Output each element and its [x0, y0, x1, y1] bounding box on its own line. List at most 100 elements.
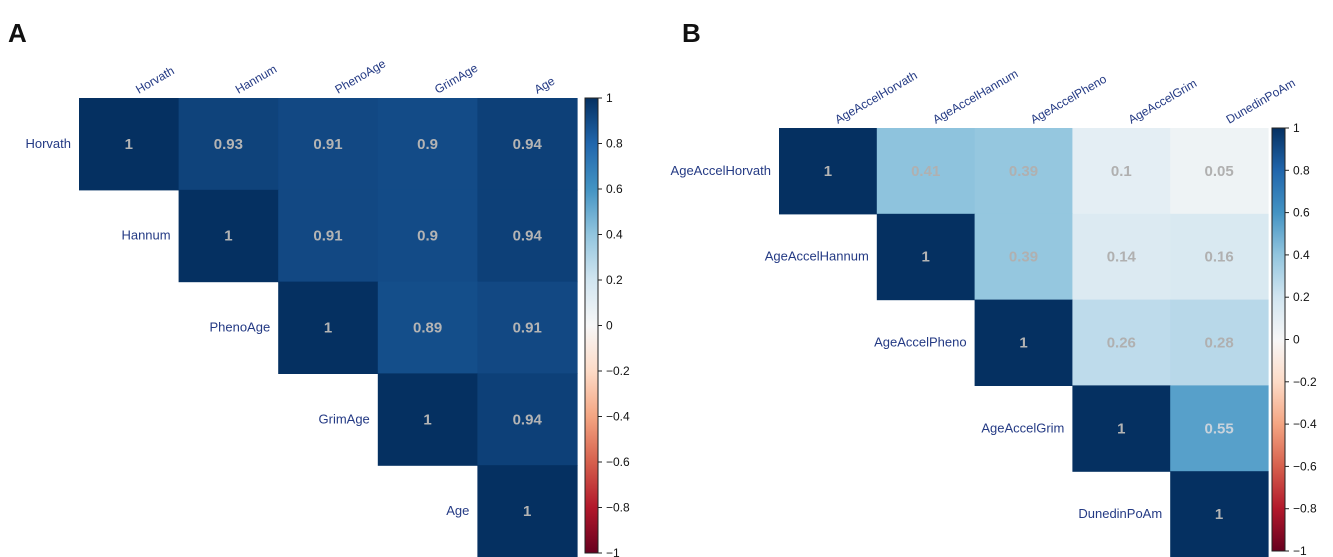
colorbar-tick-label: −0.2 [606, 364, 630, 378]
heatmap-cell [1072, 213, 1171, 301]
panel-a: A 1 0.93 0.91 0.9 0.94 1 0.91 0.9 0.94 1 0.89 0.91 1 0… [8, 18, 630, 557]
row-label: Age [446, 503, 469, 518]
cell-value-label: 0.94 [513, 411, 543, 428]
heatmap-cell [1170, 128, 1269, 215]
heatmap-cell [477, 189, 578, 283]
heatmap-cell [1170, 213, 1269, 301]
colorbar-tick-label: 0 [606, 319, 613, 333]
cell-value-label: 0.39 [1009, 163, 1038, 180]
cell-value-label: 1 [224, 228, 232, 245]
row-label: PhenoAge [209, 320, 270, 335]
colorbar-tick-label: −1 [1293, 544, 1307, 557]
cell-value-label: 0.94 [513, 136, 543, 153]
cell-value-label: 0.9 [417, 228, 438, 245]
cell-value-label: 0.91 [313, 136, 342, 153]
heatmap-cell [178, 189, 279, 283]
colorbar-tick-label: 0.8 [606, 137, 623, 151]
heatmap-cell [278, 98, 379, 191]
heatmap-cell [779, 128, 878, 215]
cell-value-label: 0.91 [513, 320, 542, 337]
cell-value-label: 0.55 [1204, 420, 1233, 437]
colorbar-tick-label: −0.2 [1293, 375, 1317, 389]
heatmap-cell [477, 281, 578, 374]
row-label: Horvath [25, 136, 71, 151]
cell-value-label: 0.14 [1107, 249, 1137, 266]
colorbar-tick-label: −0.6 [606, 455, 630, 469]
colorbar-tick-label: 0.4 [1293, 248, 1310, 262]
row-label: Hannum [121, 228, 170, 243]
cell-value-label: 1 [125, 136, 133, 153]
cell-value-label: 0.26 [1107, 335, 1136, 352]
colorbar-tick-label: −1 [606, 546, 620, 557]
colorbar-tick-label: 0.4 [606, 228, 623, 242]
cell-value-label: 0.91 [313, 228, 342, 245]
cell-value-label: 1 [324, 320, 332, 337]
heatmap-cell [974, 299, 1073, 386]
colorbar-tick-label: 0.6 [1293, 206, 1310, 220]
colorbar-tick-label: 1 [1293, 121, 1300, 135]
heatmap-cell [1170, 471, 1269, 557]
cell-value-label: 1 [423, 411, 431, 428]
panel-b: B1 0.41 0.39 0.1 0.051 0.39 0.14 0.161 0.26 0.281… [671, 18, 1317, 557]
cell-value-label: 1 [1117, 420, 1125, 437]
row-label: GrimAge [319, 411, 370, 426]
heatmap-cell [377, 281, 478, 374]
column-label: Horvath [133, 63, 176, 96]
cell-value-label: 0.94 [513, 228, 543, 245]
colorbar-tick-label: 1 [606, 91, 613, 105]
row-label: AgeAccelGrim [981, 420, 1064, 435]
heatmap-cell [79, 98, 180, 191]
heatmap-cell [1072, 299, 1171, 386]
cell-value-label: 0.1 [1111, 163, 1132, 180]
row-label: AgeAccelHorvath [671, 163, 771, 178]
colorbar [1271, 127, 1286, 552]
heatmap-cell [377, 189, 478, 283]
cell-value-label: 0.89 [413, 320, 442, 337]
heatmap-cell [477, 373, 578, 466]
cell-value-label: 1 [824, 163, 832, 180]
cell-value-label: 0.41 [911, 163, 940, 180]
row-label: AgeAccelPheno [874, 335, 967, 350]
row-label: AgeAccelHannum [765, 249, 869, 264]
colorbar-tick-label: 0.2 [606, 273, 623, 287]
heatmap-cell [477, 465, 578, 557]
heatmap-cell [974, 128, 1073, 215]
heatmap-cell [1170, 385, 1269, 472]
row-label: DunedinPoAm [1078, 506, 1162, 521]
heatmap-cell [477, 98, 578, 191]
cell-value-label: 0.28 [1204, 335, 1233, 352]
column-label: AgeAccelGrim [1126, 76, 1199, 126]
heatmap-cell [377, 373, 478, 466]
colorbar-tick-label: −0.4 [1293, 417, 1317, 431]
column-label: AgeAccelHorvath [832, 68, 919, 126]
colorbar-tick-label: −0.8 [606, 501, 630, 515]
panel-label: A [8, 18, 27, 48]
heatmap-cell [876, 213, 976, 301]
heatmap-cell [278, 281, 379, 374]
cell-value-label: 0.39 [1009, 249, 1038, 266]
heatmap-cell [178, 98, 279, 191]
heatmap-cell [974, 213, 1073, 301]
column-label: GrimAge [432, 61, 480, 97]
cell-value-label: 1 [1019, 335, 1027, 352]
cell-value-label: 1 [922, 249, 930, 266]
column-label: DunedinPoAm [1224, 76, 1298, 127]
column-label: AgeAccelHannum [930, 66, 1020, 126]
cell-value-label: 1 [523, 503, 531, 520]
column-label: Hannum [233, 62, 279, 97]
cell-value-label: 0.9 [417, 136, 438, 153]
colorbar-tick-label: 0.8 [1293, 163, 1310, 177]
heatmap-cell [377, 98, 478, 191]
column-label: Age [532, 74, 558, 97]
colorbar-tick-label: 0.2 [1293, 290, 1310, 304]
cell-value-label: 0.16 [1204, 249, 1233, 266]
colorbar-tick-label: −0.4 [606, 410, 630, 424]
heatmap-cell [278, 189, 379, 283]
colorbar-tick-label: 0 [1293, 333, 1300, 347]
panel-label: B [682, 18, 701, 48]
heatmap-cell [1170, 299, 1269, 386]
column-label: AgeAccelPheno [1028, 72, 1109, 127]
cell-value-label: 0.05 [1204, 163, 1233, 180]
cell-value-label: 1 [1215, 506, 1223, 523]
